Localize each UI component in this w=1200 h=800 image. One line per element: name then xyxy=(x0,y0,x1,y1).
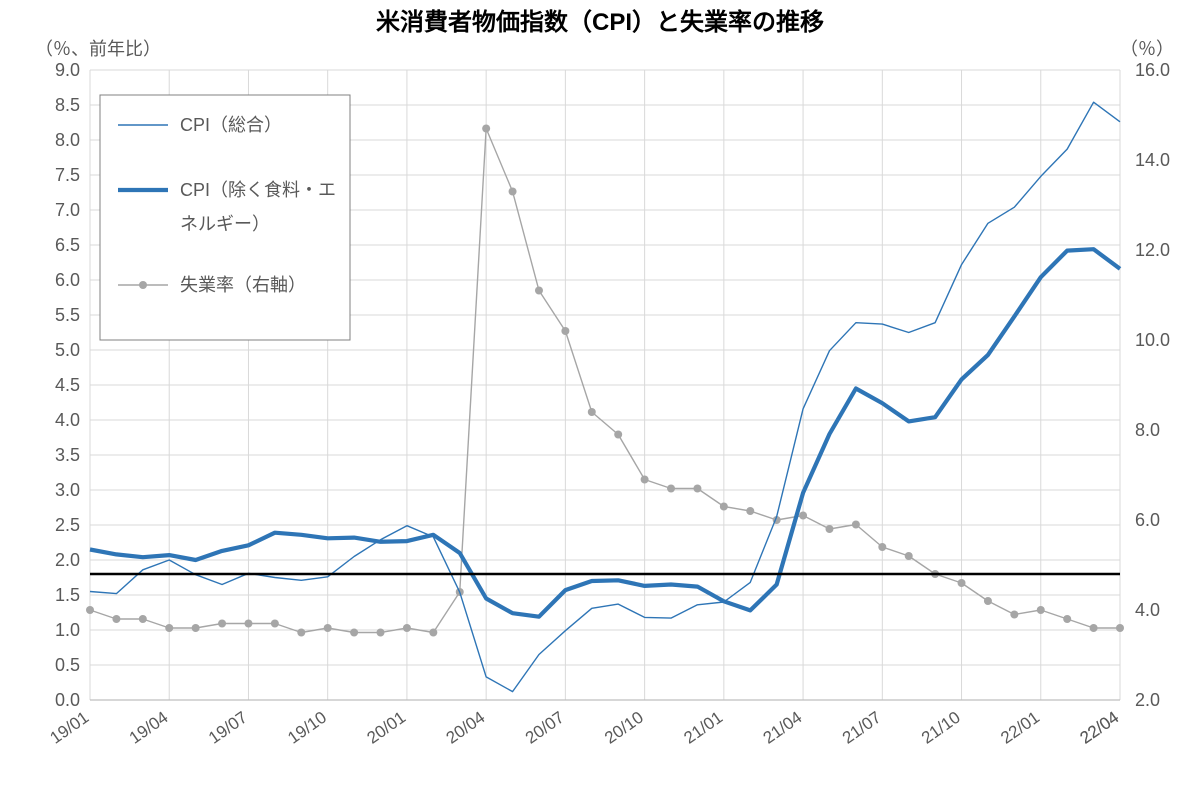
x-tick: 21/04 xyxy=(760,708,806,748)
x-tick: 21/01 xyxy=(680,708,726,748)
series-unemployment-marker xyxy=(693,485,701,493)
series-unemployment-marker xyxy=(746,507,754,515)
chart-svg: 米消費者物価指数（CPI）と失業率の推移 （％、前年比） （％） 0.0 0.5 1.0 1… xyxy=(0,0,1200,800)
series-unemployment-marker xyxy=(509,188,517,196)
y-right-tick: 12.0 xyxy=(1135,240,1170,260)
y-left-tick: 5.0 xyxy=(55,340,80,360)
chart-title: 米消費者物価指数（CPI）と失業率の推移 xyxy=(376,8,824,36)
series-unemployment-marker xyxy=(720,503,728,511)
y-right-tick: 10.0 xyxy=(1135,330,1170,350)
series-unemployment-marker xyxy=(192,624,200,632)
y-right-tick: 16.0 xyxy=(1135,60,1170,80)
y-left-tick: 7.5 xyxy=(55,165,80,185)
y-left-tick: 2.0 xyxy=(55,550,80,570)
y-right-tick: 4.0 xyxy=(1135,600,1160,620)
series-unemployment-marker xyxy=(429,629,437,637)
series-unemployment-marker xyxy=(614,431,622,439)
legend-marker-unemployment xyxy=(139,281,147,289)
y-left-tick: 0.5 xyxy=(55,655,80,675)
y-left-label: （％、前年比） xyxy=(35,39,161,59)
series-unemployment-marker xyxy=(905,552,913,560)
series-unemployment-marker xyxy=(271,620,279,628)
y-right-label: （％） xyxy=(1120,39,1174,59)
series-unemployment-marker xyxy=(535,287,543,295)
series-unemployment-marker xyxy=(852,521,860,529)
y-right-tick: 2.0 xyxy=(1135,690,1160,710)
series-unemployment-marker xyxy=(403,624,411,632)
series-unemployment-marker xyxy=(588,408,596,416)
series-unemployment-marker xyxy=(377,629,385,637)
series-unemployment-marker xyxy=(1063,615,1071,623)
x-tick: 22/01 xyxy=(997,708,1043,748)
y-right-tick: 8.0 xyxy=(1135,420,1160,440)
series-unemployment-marker xyxy=(244,620,252,628)
y-left-tick: 7.0 xyxy=(55,200,80,220)
y-left-tick: 8.0 xyxy=(55,130,80,150)
y-right-tick: 14.0 xyxy=(1135,150,1170,170)
y-left-tick: 2.5 xyxy=(55,515,80,535)
y-left-tick: 4.5 xyxy=(55,375,80,395)
series-unemployment-marker xyxy=(112,615,120,623)
legend-label-cpi-core-1: CPI（除く食料・エ xyxy=(180,180,336,200)
x-tick: 21/10 xyxy=(918,708,964,748)
legend-label-cpi-core-2: ネルギー） xyxy=(180,214,270,234)
y-left-tick: 5.5 xyxy=(55,305,80,325)
legend-label-unemployment: 失業率（右軸） xyxy=(180,275,306,295)
x-tick: 20/01 xyxy=(363,708,409,748)
series-unemployment-marker xyxy=(799,512,807,520)
x-tick: 20/04 xyxy=(443,708,489,748)
x-tick: 21/07 xyxy=(839,708,885,748)
y-left-tick: 4.0 xyxy=(55,410,80,430)
series-unemployment-marker xyxy=(139,615,147,623)
series-unemployment-marker xyxy=(324,624,332,632)
chart-container: 米消費者物価指数（CPI）と失業率の推移 （％、前年比） （％） 0.0 0.5 1.0 1… xyxy=(0,0,1200,800)
y-left-tick: 6.5 xyxy=(55,235,80,255)
series-unemployment-marker xyxy=(1116,624,1124,632)
series-unemployment-marker xyxy=(350,629,358,637)
y-left-tick: 1.5 xyxy=(55,585,80,605)
x-tick: 20/10 xyxy=(601,708,647,748)
series-unemployment-marker xyxy=(1037,606,1045,614)
series-unemployment-marker xyxy=(561,327,569,335)
series-unemployment-marker xyxy=(86,606,94,614)
y-left-tick: 1.0 xyxy=(55,620,80,640)
series-unemployment-marker xyxy=(482,125,490,133)
y-right-tick: 6.0 xyxy=(1135,510,1160,530)
y-left-tick: 3.5 xyxy=(55,445,80,465)
series-unemployment-marker xyxy=(1010,611,1018,619)
series-unemployment-marker xyxy=(218,620,226,628)
x-tick: 19/07 xyxy=(205,708,251,748)
series-unemployment-marker xyxy=(825,525,833,533)
y-left-tick: 0.0 xyxy=(55,690,80,710)
series-unemployment-marker xyxy=(958,579,966,587)
y-left-tick: 8.5 xyxy=(55,95,80,115)
series-unemployment-marker xyxy=(667,485,675,493)
x-tick: 19/04 xyxy=(126,708,172,748)
series-unemployment-marker xyxy=(165,624,173,632)
series-unemployment-marker xyxy=(297,629,305,637)
series-unemployment-marker xyxy=(641,476,649,484)
y-left-tick: 9.0 xyxy=(55,60,80,80)
series-unemployment-marker xyxy=(1090,624,1098,632)
x-tick: 22/04 xyxy=(1077,708,1123,748)
y-left-tick: 6.0 xyxy=(55,270,80,290)
x-tick: 19/10 xyxy=(284,708,330,748)
x-tick: 20/07 xyxy=(522,708,568,748)
x-tick: 19/01 xyxy=(47,708,93,748)
legend-label-cpi-total: CPI（総合） xyxy=(180,115,282,135)
series-unemployment-marker xyxy=(878,543,886,551)
series-unemployment-marker xyxy=(984,597,992,605)
y-left-tick: 3.0 xyxy=(55,480,80,500)
